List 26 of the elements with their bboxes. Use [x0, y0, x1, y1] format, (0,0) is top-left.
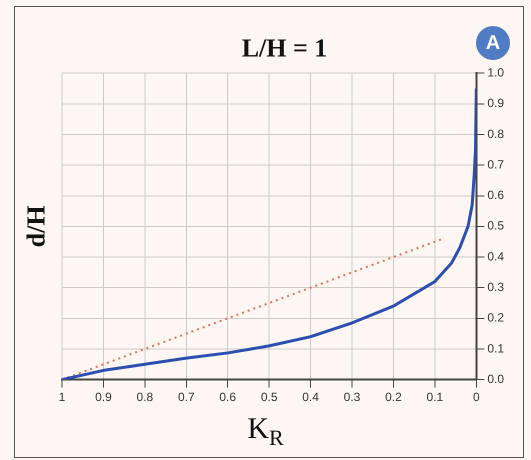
- x-tick-label: 0.8: [136, 390, 154, 404]
- chart-title: L/H = 1: [242, 33, 328, 62]
- x-tick-label: 0.7: [178, 390, 195, 404]
- x-tick-label: 0.3: [344, 390, 361, 404]
- y-tick-label: 0.8: [487, 126, 504, 141]
- y-tick-label: 0.9: [487, 96, 504, 110]
- y-tick-label: 1.0: [487, 66, 504, 80]
- y-tick-label: 0.4: [487, 249, 504, 264]
- y-tick-label: 0.3: [487, 280, 504, 294]
- x-axis-title: K$_{R}$: [246, 412, 285, 451]
- y-axis-title: d/H: [22, 205, 51, 248]
- x-tick-label: 0.4: [302, 390, 320, 404]
- text: A: [476, 26, 510, 60]
- y-tick-label: 0.1: [487, 341, 504, 356]
- y-tick-label: 0.6: [487, 188, 504, 202]
- y-tick-label: 0.0: [487, 372, 504, 386]
- x-tick-label: 0.9: [95, 390, 112, 404]
- y-tick-label: 0.5: [487, 218, 504, 233]
- x-tick-label: 0.1: [426, 390, 444, 404]
- x-tick-label: 0.2: [385, 390, 402, 404]
- x-tick-label: 0.6: [219, 390, 236, 404]
- y-tick-label: 0.7: [487, 157, 504, 172]
- x-tick-label: 1: [58, 390, 66, 404]
- x-tick-label: 0.5: [260, 390, 278, 404]
- x-tick-label: 0: [472, 390, 480, 404]
- y-tick-label: 0.2: [487, 310, 504, 325]
